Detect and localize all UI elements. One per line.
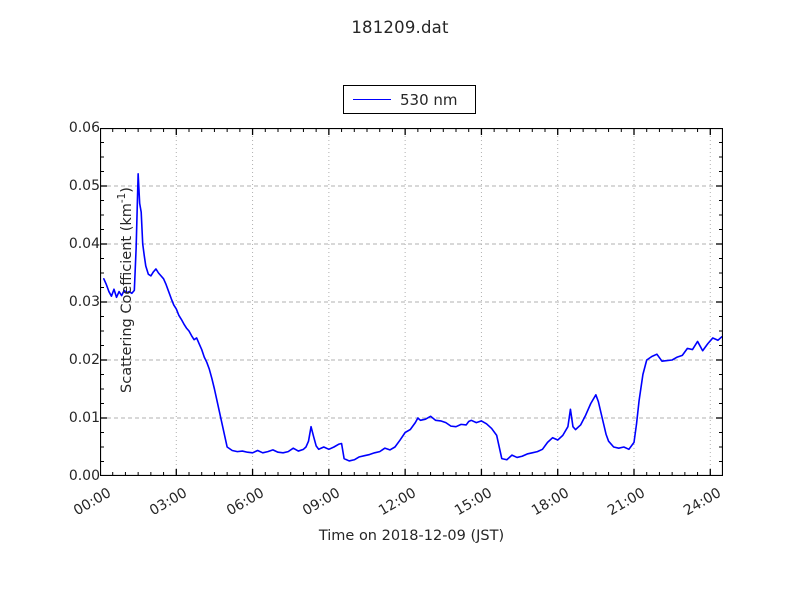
chart-title: 181209.dat: [351, 18, 449, 37]
chart-legend: 530 nm: [343, 85, 476, 114]
legend-label: 530 nm: [400, 90, 458, 109]
data-series-layer: [103, 173, 723, 462]
y-tick-label: 0.05: [68, 178, 100, 194]
x-axis-tick-labels: 00:00 03:00 06:00 09:00 12:00 15:00 18:00 21:00…: [71, 476, 724, 536]
y-tick-label: 0.01: [68, 410, 100, 426]
grid-lines: [100, 128, 723, 476]
y-tick-label: 0.00: [68, 468, 100, 484]
plot-border: [100, 128, 723, 476]
y-axis-label: Scattering Coefficient (km-1): [116, 187, 135, 393]
y-axis-label-exponent: -1: [116, 192, 129, 204]
y-tick-label: 0.04: [68, 236, 100, 252]
legend-line-swatch: [353, 99, 391, 100]
time-series-plot: [100, 128, 723, 476]
y-axis-tick-labels: 0.00 0.01 0.02 0.03 0.04 0.05 0.06: [38, 120, 100, 484]
legend-item-530nm: 530 nm: [344, 91, 458, 109]
y-tick-label: 0.03: [68, 294, 100, 310]
x-axis-label: Time on 2018-12-09 (JST): [318, 528, 505, 544]
plot-area: 0.00 0.01 0.02 0.03 0.04 0.05 0.06 00:00 03:00 0…: [69, 120, 724, 544]
series-line-0: [103, 173, 723, 462]
y-tick-label: 0.02: [68, 352, 100, 368]
y-tick-label: 0.06: [68, 120, 100, 136]
